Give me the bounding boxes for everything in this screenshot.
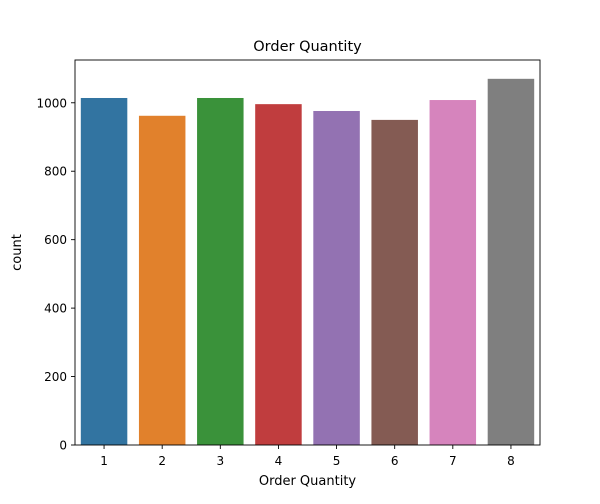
bar-2	[138, 115, 186, 445]
x-axis-label: Order Quantity	[259, 474, 357, 489]
y-tick-label-400: 400	[44, 302, 67, 316]
bar-6	[371, 119, 418, 445]
x-tick-label-8: 8	[507, 454, 515, 468]
y-tick-label-1000: 1000	[36, 96, 67, 110]
chart-title: Order Quantity	[253, 39, 362, 55]
y-axis: 0 200 400 600 800 1000	[36, 96, 75, 453]
x-tick-label-3: 3	[216, 454, 224, 468]
x-tick-label-4: 4	[275, 454, 283, 468]
bar-1	[80, 97, 128, 446]
x-tick-label-5: 5	[333, 454, 341, 468]
y-tick-label-200: 200	[44, 370, 67, 384]
x-axis: 1 2 3 4 5 6 7 8	[100, 445, 515, 468]
plot-frame	[74, 59, 541, 446]
bar-3	[197, 97, 244, 446]
x-tick-label-2: 2	[158, 454, 166, 468]
bar-7	[429, 100, 477, 445]
y-axis-label: count	[10, 234, 25, 271]
x-tick-label-1: 1	[100, 454, 108, 468]
bar-8	[487, 78, 535, 445]
bar-4	[255, 104, 302, 446]
y-tick-label-600: 600	[44, 233, 67, 247]
x-tick-label-6: 6	[391, 454, 399, 468]
bar-group	[80, 78, 535, 446]
bar-5	[313, 110, 360, 446]
y-tick-label-0: 0	[59, 439, 67, 453]
x-tick-label-7: 7	[449, 454, 457, 468]
y-tick-label-800: 800	[44, 165, 67, 179]
